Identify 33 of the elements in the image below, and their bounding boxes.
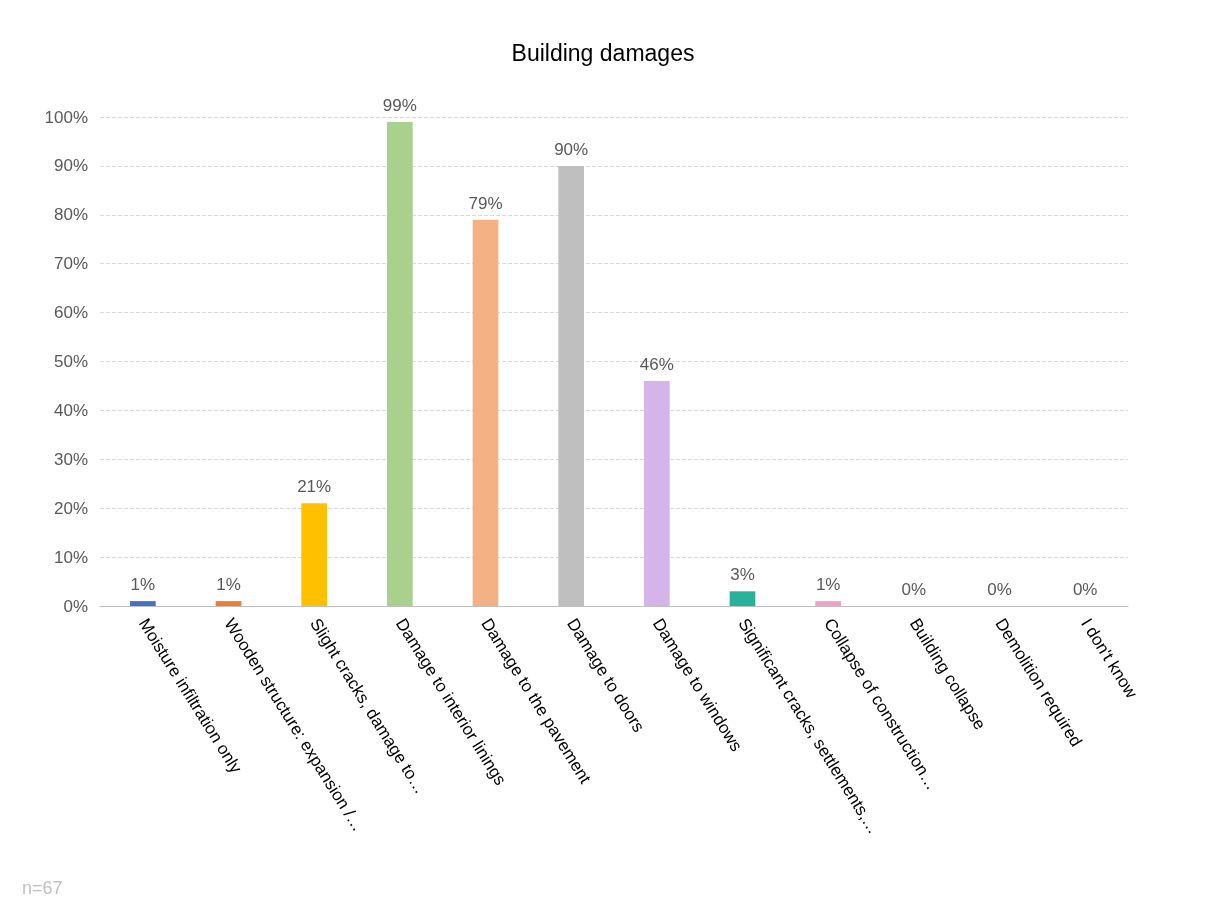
data-label: 90% — [554, 139, 589, 159]
y-tick-label: 70% — [53, 254, 88, 274]
y-tick-label: 100% — [44, 107, 88, 127]
y-tick-label: 30% — [53, 449, 88, 469]
data-label: 3% — [730, 565, 755, 585]
y-tick-label: 50% — [53, 352, 88, 371]
y-tick-label: 10% — [53, 547, 88, 567]
text: n=67 — [22, 878, 63, 898]
bar — [472, 219, 499, 606]
bar — [815, 601, 842, 606]
bar — [643, 381, 670, 606]
bar — [215, 601, 242, 606]
bar — [386, 121, 413, 606]
y-tick-label: 90% — [53, 156, 88, 176]
data-label: 1% — [216, 575, 241, 595]
data-label: 46% — [639, 355, 674, 375]
y-tick-label: 40% — [53, 400, 88, 420]
data-label: 1% — [130, 575, 156, 595]
chart-title: Building damages — [511, 39, 695, 66]
bar — [301, 503, 328, 606]
data-label: 1% — [815, 575, 841, 595]
data-label: 99% — [382, 95, 417, 115]
data-label: 79% — [468, 193, 503, 213]
y-tick-label: 0% — [63, 596, 88, 616]
bar — [129, 601, 156, 606]
data-label: 0% — [1072, 580, 1098, 599]
bar — [729, 591, 756, 606]
y-tick-label: 20% — [53, 498, 88, 518]
y-tick-label: 60% — [53, 303, 88, 323]
y-tick-label: 80% — [53, 205, 88, 225]
data-label: 0% — [987, 580, 1012, 599]
data-label: 0% — [901, 580, 927, 599]
data-label: 21% — [297, 477, 332, 497]
